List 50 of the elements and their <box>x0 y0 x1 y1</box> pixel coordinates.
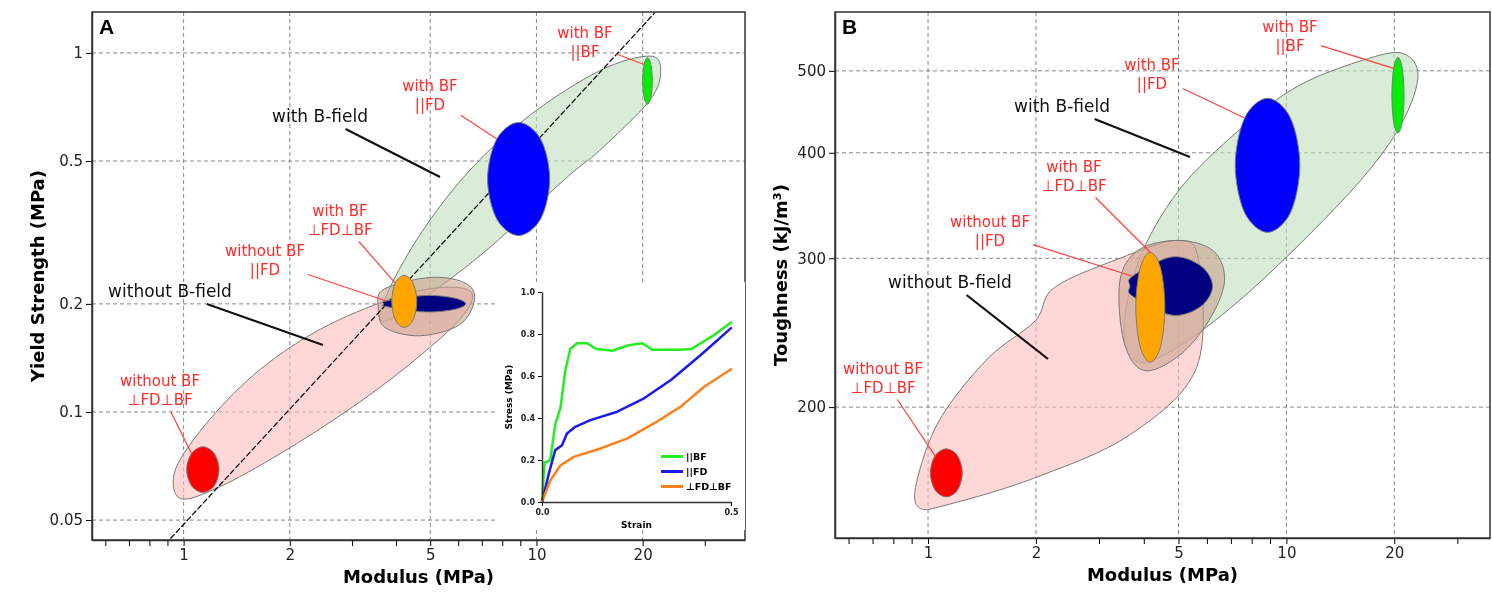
y-axis-title: Yield Strength (MPa) <box>27 170 48 383</box>
annotation: without BF ||FD <box>949 212 1031 250</box>
y-tick-label: 0.1 <box>59 403 83 422</box>
y-tick-label: 0.6 <box>520 372 536 382</box>
chart-title: B <box>842 15 858 38</box>
annotation: without B-field <box>888 272 1012 292</box>
x-tick-label: 20 <box>633 545 653 564</box>
annotation: with BF ⊥FD⊥BF <box>307 201 373 239</box>
annotation: with BF ||FD <box>402 76 458 114</box>
y-tick-label: 0.2 <box>59 295 83 314</box>
x-tick-label: 1 <box>179 545 189 564</box>
y-tick-label: 0.05 <box>49 511 83 530</box>
x-axis-title: Modulus (MPa) <box>342 566 495 587</box>
annotation: with B-field <box>272 106 368 126</box>
x-tick-label: 2 <box>1031 543 1042 562</box>
x-axis-title: Strain <box>621 520 652 530</box>
annotation: with BF ||BF <box>1262 17 1318 55</box>
x-tick-label: 10 <box>527 545 547 564</box>
y-tick-label: 200 <box>797 398 826 417</box>
annotation: with BF ⊥FD⊥BF <box>1041 157 1107 195</box>
y-axis-title: Stress (MPa) <box>504 364 514 430</box>
x-tick-label: 2 <box>285 545 296 564</box>
x-tick-label: 5 <box>1174 543 1184 562</box>
annotation: with B-field <box>1014 96 1110 116</box>
y-tick-label: 500 <box>797 62 826 81</box>
y-tick-label: 1 <box>73 44 83 63</box>
annotation: without BF ⊥FD⊥BF <box>119 371 201 409</box>
annotation: without BF ⊥FD⊥BF <box>842 359 924 397</box>
chart-title: A <box>99 15 115 38</box>
y-tick-label: 0.2 <box>520 456 535 466</box>
legend-label: ||BF <box>686 451 707 462</box>
y-tick-label: 400 <box>797 144 826 163</box>
x-tick-label: 5 <box>425 545 436 564</box>
x-tick-label: 20 <box>1385 543 1405 562</box>
legend-label: ||FD <box>686 466 708 477</box>
y-tick-label: 300 <box>797 249 826 268</box>
x-tick-label: 10 <box>1277 543 1297 562</box>
y-tick-label: 0.0 <box>520 498 536 508</box>
annotation: without BF ||FD <box>224 241 306 279</box>
y-axis-title: Toughness (kJ/m³) <box>770 184 791 366</box>
y-tick-label: 0.5 <box>59 152 83 171</box>
y-tick-label: 0.8 <box>520 330 536 340</box>
x-axis-title: Modulus (MPa) <box>1086 564 1239 585</box>
annotation: with BF ||BF <box>557 23 613 61</box>
x-tick-label: 1 <box>923 543 934 562</box>
annotation: with BF ||FD <box>1124 55 1180 93</box>
legend-label: ⊥FD⊥BF <box>686 481 732 492</box>
y-tick-label: 0.4 <box>520 414 536 424</box>
annotation: without B-field <box>108 281 232 301</box>
y-tick-label: 1.0 <box>520 288 536 298</box>
